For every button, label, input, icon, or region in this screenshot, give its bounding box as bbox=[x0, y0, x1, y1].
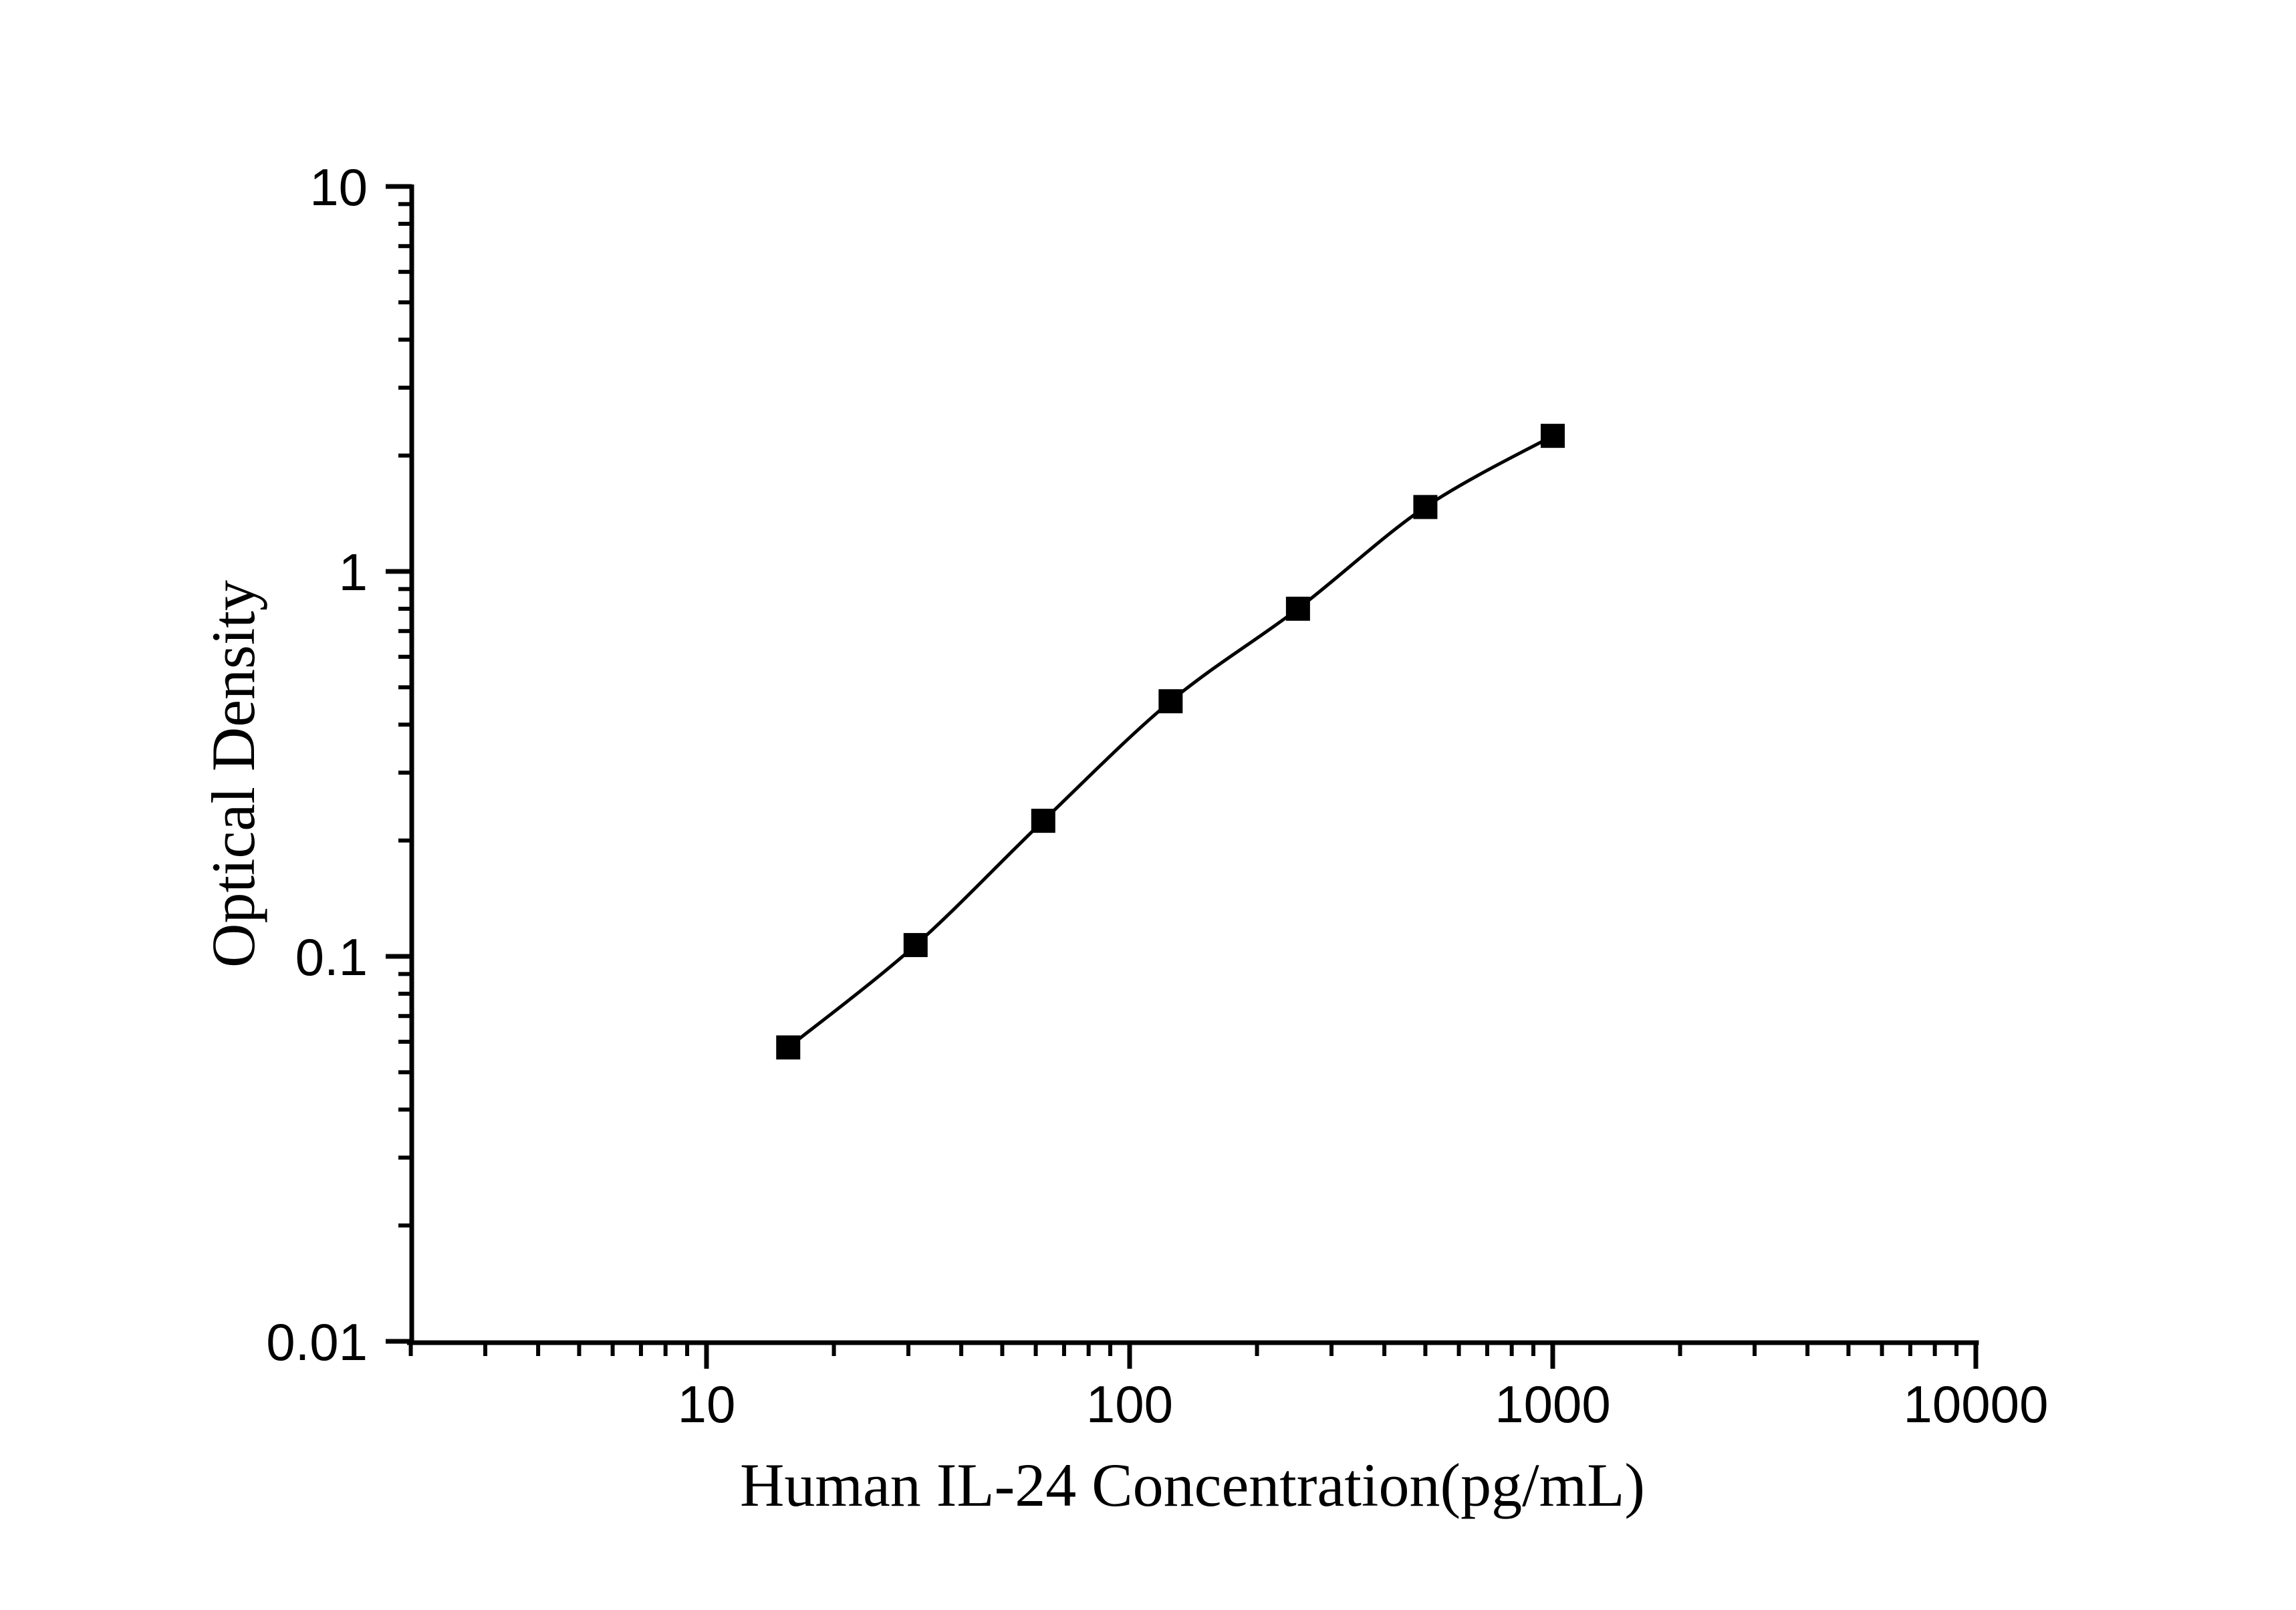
x-tick-label: 1000 bbox=[1495, 1375, 1611, 1434]
y-tick-label: 1 bbox=[339, 543, 368, 601]
data-point-marker bbox=[1031, 809, 1055, 833]
data-point-marker bbox=[1541, 424, 1565, 448]
x-tick-label: 100 bbox=[1086, 1375, 1173, 1434]
y-axis-title: Optical Density bbox=[199, 580, 267, 968]
y-tick-label: 10 bbox=[309, 158, 368, 217]
y-tick-label: 0.01 bbox=[266, 1313, 368, 1371]
standard-curve-line bbox=[787, 434, 1554, 1049]
data-point-marker bbox=[776, 1035, 801, 1060]
x-tick-label: 10 bbox=[678, 1375, 736, 1434]
y-tick-label: 0.1 bbox=[295, 928, 368, 986]
axes-and-data: 10 100 1000 10000 0.01 0.1 1 10 bbox=[266, 158, 2048, 1434]
x-axis-title: Human IL-24 Concentration(pg/mL) bbox=[740, 1451, 1645, 1519]
data-point-marker bbox=[903, 933, 928, 958]
data-point-marker bbox=[1413, 495, 1438, 519]
x-tick-label: 10000 bbox=[1904, 1375, 2049, 1434]
data-point-marker bbox=[1285, 596, 1310, 621]
data-point-marker bbox=[1158, 689, 1183, 714]
